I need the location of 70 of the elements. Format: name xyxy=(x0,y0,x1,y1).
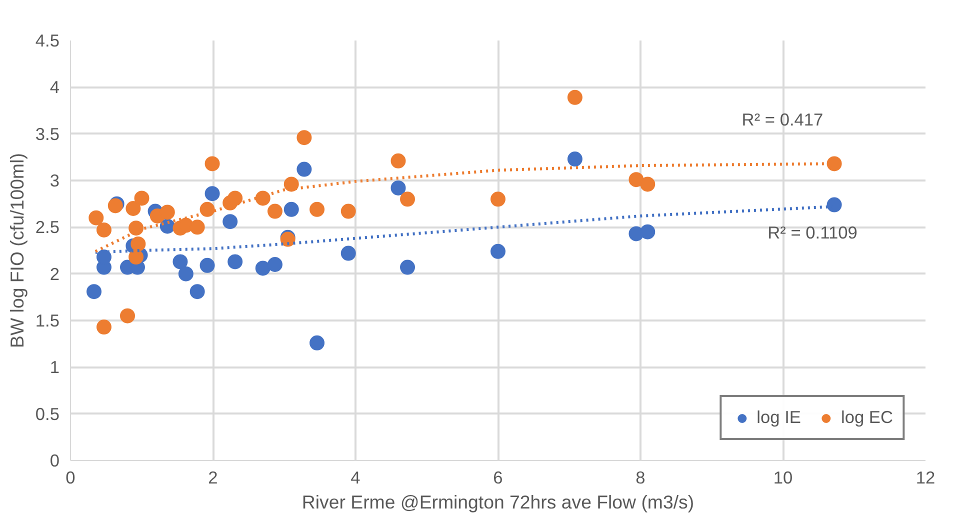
point xyxy=(390,180,406,196)
point xyxy=(400,260,416,275)
point xyxy=(190,284,205,300)
y-tick-label: 0 xyxy=(50,450,60,470)
point xyxy=(400,192,416,207)
point xyxy=(340,246,356,261)
point xyxy=(826,156,842,172)
point xyxy=(490,244,506,259)
point xyxy=(178,266,194,282)
annotation: R² = 0.1109 xyxy=(768,222,858,242)
point xyxy=(134,190,150,206)
point xyxy=(310,202,325,217)
point xyxy=(267,204,282,219)
y-tick-label: 3.5 xyxy=(35,124,60,144)
y-tick-label: 4 xyxy=(50,77,60,98)
point xyxy=(160,204,175,220)
point xyxy=(200,202,215,217)
point xyxy=(86,284,102,300)
point xyxy=(255,260,270,276)
point xyxy=(204,156,220,172)
y-tick-label: 3 xyxy=(50,170,60,190)
point xyxy=(640,224,656,240)
point xyxy=(88,210,104,226)
point xyxy=(567,90,582,105)
point xyxy=(96,320,112,335)
point xyxy=(296,162,312,177)
point xyxy=(128,220,144,236)
x-tick-label: 4 xyxy=(350,468,361,488)
point xyxy=(255,190,270,206)
point xyxy=(640,176,656,192)
point xyxy=(204,186,220,202)
point xyxy=(310,335,325,350)
point xyxy=(128,250,144,265)
x-tick-label: 10 xyxy=(773,468,793,488)
point xyxy=(130,236,146,252)
point xyxy=(284,176,299,192)
y-tick-label: 2 xyxy=(50,264,60,284)
point xyxy=(567,152,582,167)
point xyxy=(296,130,312,146)
x-axis-title: River Erme @Ermington 72hrs ave Flow (m3/s) xyxy=(302,492,694,512)
x-tick-label: 8 xyxy=(636,468,646,488)
y-tick-label: 1.5 xyxy=(35,310,60,330)
point xyxy=(826,197,842,212)
x-tick-label: 0 xyxy=(66,468,76,488)
point xyxy=(172,254,188,270)
point xyxy=(96,222,112,238)
x-tick-label: 12 xyxy=(916,468,936,488)
point xyxy=(340,204,356,219)
y-tick-label: 4.5 xyxy=(35,30,60,50)
point xyxy=(200,258,215,273)
point xyxy=(228,254,243,270)
point xyxy=(390,153,406,168)
x-tick-label: 2 xyxy=(208,468,218,488)
point xyxy=(120,308,135,324)
point xyxy=(284,202,299,217)
y-axis-title: BW log FIO (cfu/100ml) xyxy=(6,153,28,348)
annotation: R² = 0.417 xyxy=(742,110,824,130)
point xyxy=(628,172,644,188)
legend-label: log EC xyxy=(840,407,893,428)
point xyxy=(222,214,238,230)
point xyxy=(267,257,282,272)
point xyxy=(490,192,506,207)
y-tick-label: 2.5 xyxy=(35,217,60,238)
x-tick-label: 6 xyxy=(493,468,503,488)
y-tick-label: 0.5 xyxy=(35,404,60,424)
point xyxy=(190,220,205,235)
point xyxy=(228,190,243,206)
point xyxy=(126,201,141,216)
legend-label: log IE xyxy=(756,407,801,428)
y-tick-label: 1 xyxy=(50,357,60,378)
